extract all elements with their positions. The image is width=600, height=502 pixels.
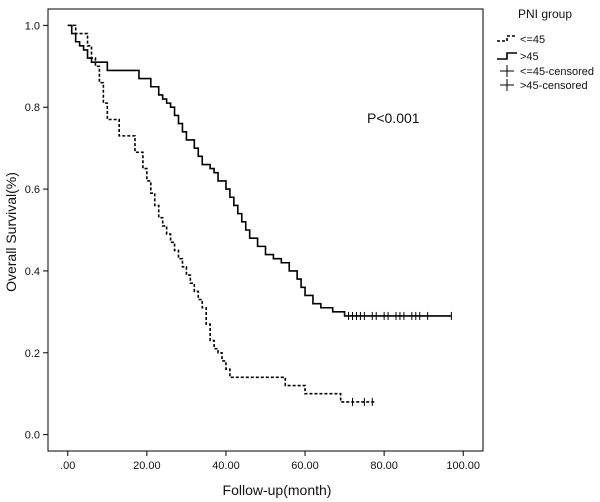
y-tick-label: 0.0 <box>25 430 40 442</box>
y-tick-label: 0.6 <box>25 184 40 196</box>
legend: PNI group <=45 >45 <=45-censored >45-cen… <box>497 7 594 92</box>
series-layer <box>67 24 452 406</box>
legend-entry-label: <=45 <box>520 34 545 46</box>
x-tick-label: 80.00 <box>370 460 398 472</box>
legend-symbol-dashed-step <box>497 35 517 42</box>
x-tick-label: 40.00 <box>212 460 240 472</box>
x-axis-label: Follow-up(month) <box>223 482 332 498</box>
legend-title: PNI group <box>518 7 572 21</box>
legend-symbol-solid-step <box>497 52 517 60</box>
plot-frame <box>47 8 484 452</box>
y-axis-ticks: 0.0 0.2 0.4 0.6 0.8 1.0 <box>25 20 48 442</box>
y-tick-label: 1.0 <box>25 20 40 32</box>
series-line-lte45 <box>67 24 377 403</box>
y-axis-label: Overall Survival(%) <box>3 172 19 292</box>
legend-symbol-censor-mark <box>500 79 514 91</box>
x-tick-label: 20.00 <box>133 460 161 472</box>
legend-entry-label: >45 <box>520 51 539 63</box>
annotation-p-value: P<0.001 <box>367 110 420 126</box>
legend-entry-label: <=45-censored <box>520 66 594 78</box>
series-line-gt45 <box>67 24 452 317</box>
x-tick-label: 60.00 <box>291 460 319 472</box>
y-tick-label: 0.8 <box>25 102 40 114</box>
legend-symbol-censor-mark <box>500 65 514 77</box>
legend-entry-label: >45-censored <box>520 80 588 92</box>
y-tick-label: 0.4 <box>25 266 40 278</box>
x-axis-ticks: .00 20.00 40.00 60.00 80.00 100.00 <box>60 451 480 472</box>
x-tick-label: 100.00 <box>446 460 480 472</box>
x-tick-label: .00 <box>60 460 75 472</box>
y-tick-label: 0.2 <box>25 348 40 360</box>
